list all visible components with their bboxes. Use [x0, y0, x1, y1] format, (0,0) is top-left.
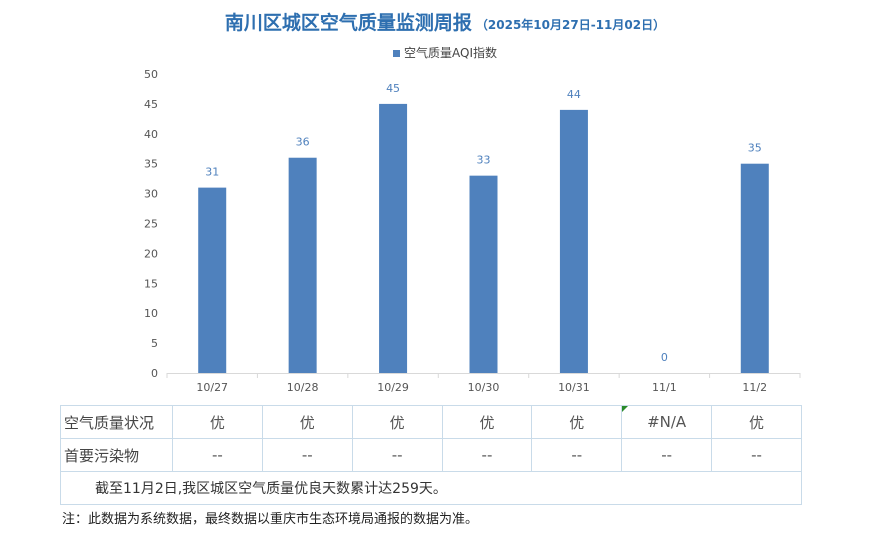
data-label: 31 — [205, 166, 219, 179]
status-cell: 优 — [261, 405, 353, 439]
chart-title-date-range: （2025年10月27日-11月02日） — [475, 18, 666, 32]
status-cell: 优 — [172, 405, 263, 439]
y-tick-label: 30 — [144, 188, 158, 201]
air-quality-table: 空气质量状况 优 优 优 优 优 #N/A 优 首要污染物 -- -- -- -… — [60, 405, 802, 505]
bar — [740, 163, 769, 373]
bar — [559, 109, 588, 373]
legend-label: 空气质量AQI指数 — [404, 46, 497, 60]
table-row-pollutant: 首要污染物 -- -- -- -- -- -- -- — [60, 438, 802, 472]
pollutant-cell: -- — [621, 438, 713, 472]
summary-text: 截至11月2日,我区城区空气质量优良天数累计达259天。 — [60, 471, 802, 505]
data-label: 33 — [477, 154, 491, 167]
status-cell-na: #N/A — [621, 405, 713, 439]
status-cell: 优 — [711, 405, 802, 439]
y-tick-label: 25 — [144, 218, 158, 231]
bar — [379, 103, 408, 374]
row-label-status: 空气质量状况 — [60, 405, 173, 439]
y-tick-label: 10 — [144, 307, 158, 320]
bar — [469, 175, 498, 373]
x-tick-label: 11/1 — [652, 381, 677, 394]
legend: 空气质量AQI指数 — [0, 44, 890, 61]
y-tick-label: 45 — [144, 98, 158, 111]
error-flag-icon — [622, 406, 629, 412]
pollutant-cell: -- — [711, 438, 802, 472]
chart-title: 南川区城区空气质量监测周报 （2025年10月27日-11月02日） — [0, 8, 890, 35]
row-label-pollutant: 首要污染物 — [60, 438, 173, 472]
data-label: 0 — [661, 351, 668, 364]
y-tick-label: 15 — [144, 277, 158, 290]
status-cell-na-text: #N/A — [647, 413, 687, 431]
status-cell: 优 — [441, 405, 533, 439]
y-tick-label: 5 — [151, 337, 158, 350]
x-tick-label: 10/29 — [377, 381, 409, 394]
data-label: 44 — [567, 88, 581, 101]
x-tick-label: 10/28 — [287, 381, 319, 394]
status-cell: 优 — [351, 405, 443, 439]
table-row-summary: 截至11月2日,我区城区空气质量优良天数累计达259天。 — [60, 471, 802, 505]
pollutant-cell: -- — [441, 438, 533, 472]
bar-chart: 0 5 10 15 20 25 30 35 40 45 50 31 10/27 36 10/28 45 10/2… — [144, 68, 801, 394]
pollutant-cell: -- — [172, 438, 263, 472]
x-tick-label: 10/31 — [558, 381, 590, 394]
y-tick-label: 0 — [151, 367, 158, 380]
pollutant-cell: -- — [351, 438, 443, 472]
y-tick-label: 20 — [144, 247, 158, 260]
status-cell: 优 — [531, 405, 623, 439]
footnote: 注：此数据为系统数据，最终数据以重庆市生态环境局通报的数据为准。 — [62, 512, 479, 527]
pollutant-cell: -- — [531, 438, 623, 472]
bar — [198, 187, 227, 373]
data-label: 45 — [386, 82, 400, 95]
data-label: 36 — [296, 136, 310, 149]
y-tick-label: 35 — [144, 158, 158, 171]
bar — [288, 157, 317, 373]
legend-swatch — [393, 50, 400, 57]
x-tick-label: 10/27 — [196, 381, 228, 394]
data-label: 35 — [748, 142, 762, 155]
chart-title-main: 南川区城区空气质量监测周报 — [224, 12, 472, 34]
y-tick-label: 40 — [144, 128, 158, 141]
y-tick-label: 50 — [144, 68, 158, 81]
x-tick-label: 10/30 — [468, 381, 500, 394]
table-row-status: 空气质量状况 优 优 优 优 优 #N/A 优 — [60, 405, 802, 439]
x-tick-label: 11/2 — [742, 381, 767, 394]
pollutant-cell: -- — [261, 438, 353, 472]
